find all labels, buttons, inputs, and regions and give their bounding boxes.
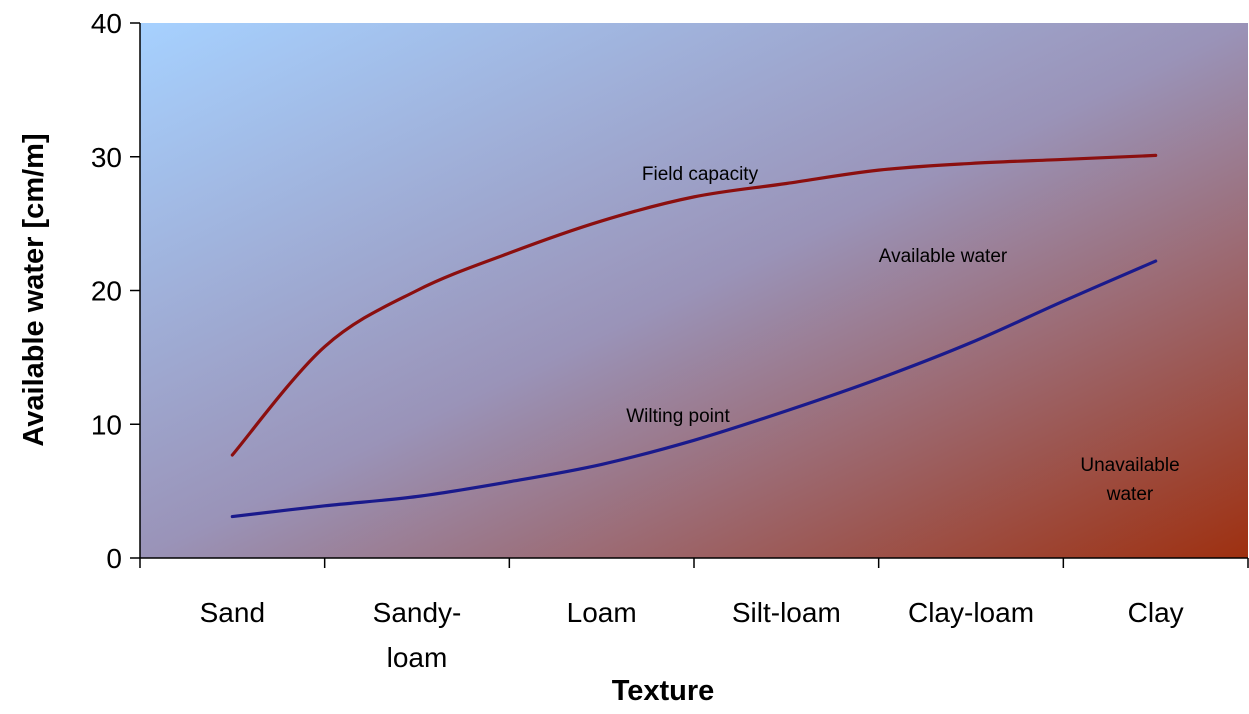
annotation-unavailable-line1: Unavailable [1080,455,1179,476]
y-ticks: 0 10 20 30 40 [91,8,140,574]
annotation-wilting-point: Wilting point [626,406,730,427]
annotation-unavailable-line2: water [1106,484,1154,505]
annotation-available-water: Available water [879,246,1008,267]
series-line-field-capacity [230,153,1158,457]
y-tick-label: 10 [91,409,122,440]
x-category-label: Silt-loam [732,597,841,628]
y-tick-label: 30 [91,142,122,173]
y-axis-title: Available water [cm/m] [18,133,50,446]
y-tick-label: 0 [106,543,122,574]
annotation-field-capacity: Field capacity [642,164,759,185]
x-category-label: Clay-loam [908,597,1034,628]
series-line-wilting-point [230,259,1158,519]
annotations: Field capacity Available water Wilting p… [626,164,1179,505]
x-ticks: Sand Sandy-loam Loam Silt-loam Clay-loam Clay [139,558,1249,673]
y-tick-label: 40 [91,8,122,39]
series [230,153,1158,519]
y-tick-label: 20 [91,276,122,307]
plot-area [140,23,1248,558]
x-category-label: Loam [567,597,637,628]
x-category-label: Sandy-loam [373,597,462,673]
x-category-label: Clay [1128,597,1184,628]
x-axis-title: Texture [612,675,715,707]
x-category-label: Sand [200,597,265,628]
